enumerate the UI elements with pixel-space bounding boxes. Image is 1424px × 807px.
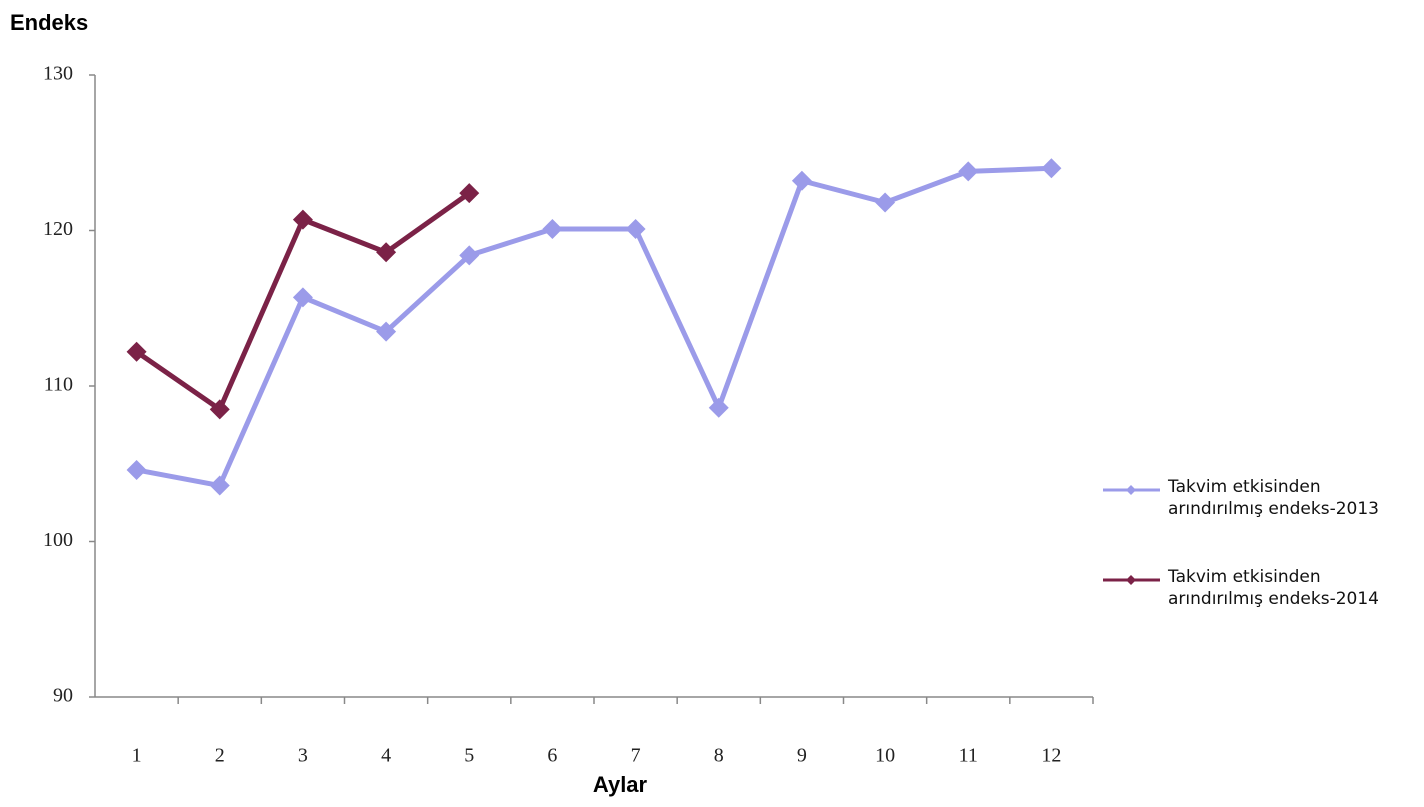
y-tick-label: 130 [43,63,73,85]
legend-label: Takvim etkisinden arındırılmış endeks-20… [1168,477,1379,519]
point [791,170,812,191]
x-tick-label: 11 [959,745,978,767]
x-tick-label: 1 [132,745,142,767]
x-tick-label: 10 [875,745,895,767]
point [459,183,480,204]
x-tick-label: 2 [215,745,225,767]
point [459,245,480,266]
point [126,341,147,362]
point [1041,158,1062,179]
x-axis-title: Aylar [593,772,648,797]
point [126,459,147,480]
x-tick-label: 9 [797,745,807,767]
point [875,192,896,213]
point [376,242,397,263]
x-tick-label: 3 [298,745,308,767]
y-axis-title: Endeks [10,10,88,35]
series-line [136,165,1052,489]
legend-marker [1126,575,1136,585]
point [542,218,563,239]
y-tick-label: 90 [53,685,73,707]
point [209,399,230,420]
legend-marker [1126,485,1136,495]
x-tick-label: 4 [381,745,391,767]
legend-label: Takvim etkisinden arındırılmış endeks-20… [1168,567,1379,609]
point [292,287,313,308]
x-tick-label: 12 [1041,745,1061,767]
x-tick-label: 7 [631,745,641,767]
y-tick-label: 120 [43,218,73,240]
x-tick-label: 6 [547,745,557,767]
point [958,161,979,182]
point [209,475,230,496]
point [708,397,729,418]
point [292,209,313,230]
point [625,218,646,239]
x-tick-label: 8 [714,745,724,767]
y-tick-label: 100 [43,529,73,551]
x-tick-label: 5 [464,745,474,767]
y-tick-label: 110 [44,374,73,396]
point [376,321,397,342]
